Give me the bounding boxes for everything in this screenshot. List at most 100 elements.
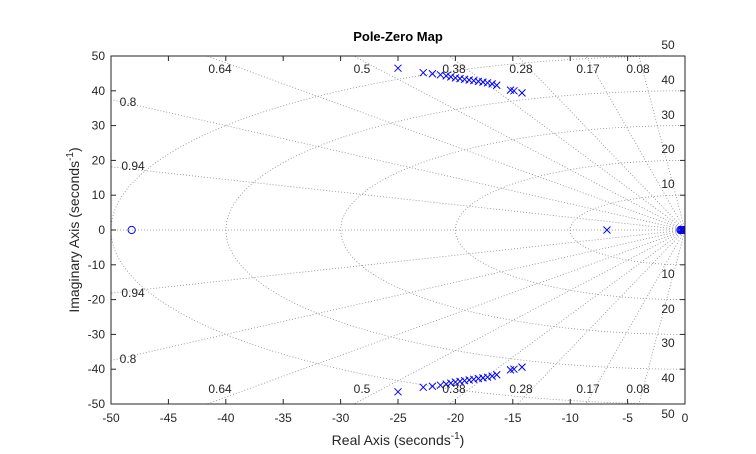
y-tick-label: -50 [88,397,106,411]
x-tick-label: -35 [275,411,293,425]
y-axis-label-main: Imaginary Axis (seconds [66,161,82,313]
pole-marker [442,380,451,389]
pole-marker-stroke [442,71,451,80]
damping-label: 0.38 [442,62,466,76]
pole-marker [603,226,611,234]
y-tick-label: -40 [88,362,106,376]
pole-marker [446,73,455,81]
pole-marker-stroke [492,370,501,379]
x-axis-label-main: Real Axis (seconds [332,432,451,448]
natural-frequency-circle [225,90,685,370]
pole-marker-stroke [469,76,478,85]
x-tick-label: -25 [389,411,407,425]
natural-frequency-label: 40 [661,73,675,87]
pole-marker [510,365,518,374]
x-tick-label: -50 [102,411,120,425]
pole-marker-stroke [419,68,428,77]
damping-ray [448,56,685,231]
pole-marker [518,363,526,371]
x-tick-label: -40 [217,411,235,425]
natural-frequency-label: 40 [661,371,675,385]
pole-marker-stroke [518,363,526,371]
y-tick-label: 10 [92,188,106,202]
damping-label: 0.08 [626,62,650,76]
x-axis-label: Real Axis (seconds-1) [332,431,465,448]
x-ticks: -50 -45 -40 -35 -30 -25 -20 -15 -10 -5 0 [102,56,689,425]
pole-marker-stroke [603,226,611,234]
sgrid-labels: 0.64 0.64 0.5 0.5 0.38 0.38 0.28 0.28 0.17 0.17 0.… [120,38,675,421]
natural-frequency-label: 30 [661,336,675,350]
x-axis-label-close: ) [460,432,465,448]
natural-frequency-label: 10 [661,177,675,191]
pole-marker-stroke [428,69,437,78]
y-axis-label: Imaginary Axis (seconds-1) [65,147,82,312]
damping-label: 0.28 [509,62,533,76]
natural-frequency-label: 30 [661,108,675,122]
damping-label: 0.64 [208,382,232,396]
damping-ray [352,56,685,231]
damping-label: 0.17 [576,62,600,76]
pole-marker-stroke [460,75,469,84]
pole-marker [394,64,402,73]
y-tick-label: 20 [92,153,106,167]
natural-frequency-label: 20 [661,142,675,156]
y-tick-label: -10 [88,258,106,272]
pole-marker-stroke [518,89,526,97]
pole-marker-stroke [465,76,474,84]
damping-ray [448,229,685,404]
damping-label: 0.64 [208,62,232,76]
pole-marker [518,89,526,97]
pole-marker [428,382,437,391]
x-tick-label: -30 [332,411,350,425]
zero-marker [127,225,136,235]
damping-label: 0.94 [121,159,145,173]
y-tick-label: 30 [92,119,106,133]
natural-frequency-label: 50 [661,407,675,421]
y-tick-label: 50 [92,49,106,63]
pole-marker-stroke [492,81,501,90]
damping-label: 0.28 [509,382,533,396]
y-axis-label-sup: -1 [65,152,76,161]
pole-marker-stroke [456,74,464,83]
pole-marker-stroke [474,77,483,86]
x-tick-label: -5 [622,411,633,425]
pole-marker-stroke [446,73,455,81]
pole-marker [510,86,518,95]
pole-marker [442,71,451,80]
chart-title: Pole-Zero Map [353,29,443,44]
pole-marker [492,81,501,90]
pole-marker-stroke [451,74,460,82]
pole-marker-stroke [506,86,515,94]
damping-label: 0.8 [120,352,137,366]
damping-label: 0.08 [626,382,650,396]
pole-marker [428,69,437,78]
pole-marker [394,387,402,396]
x-tick-label: -45 [160,411,178,425]
natural-frequency-circle [455,160,685,300]
damping-ray [352,229,685,404]
pole-marker-stroke [442,380,451,389]
pole-marker-stroke [446,379,455,387]
x-tick-label: -10 [562,411,580,425]
y-tick-label: -20 [88,293,106,307]
pole-marker [419,68,428,77]
natural-frequency-label: 10 [661,267,675,281]
pole-zero-markers [127,64,685,396]
pole-marker [483,373,492,382]
pole-marker-stroke [488,79,496,88]
pole-marker [419,383,428,392]
damping-label: 0.5 [354,62,371,76]
pole-marker-stroke [436,381,445,390]
pole-marker-stroke [510,365,518,374]
damping-label: 0.17 [576,382,600,396]
x-tick-label: -15 [504,411,522,425]
pole-marker [488,372,496,381]
y-tick-label: 0 [98,223,105,237]
pole-marker-stroke [483,78,492,87]
damping-label: 0.94 [121,286,145,300]
y-tick-label: -30 [88,327,106,341]
pole-marker-stroke [419,383,428,392]
x-axis-label-sup: -1 [451,431,460,442]
pole-marker-stroke [483,373,492,382]
